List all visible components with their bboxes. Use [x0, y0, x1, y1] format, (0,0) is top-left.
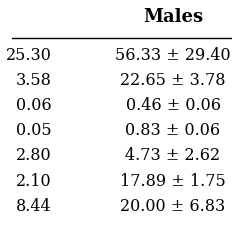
Text: 25.30: 25.30 — [6, 47, 52, 64]
Text: 56.33 ± 29.40: 56.33 ± 29.40 — [115, 47, 231, 64]
Text: 0.06: 0.06 — [16, 97, 52, 114]
Text: 2.10: 2.10 — [16, 173, 52, 190]
Text: 2.80: 2.80 — [16, 148, 52, 164]
Text: 0.83 ± 0.06: 0.83 ± 0.06 — [126, 122, 221, 139]
Text: 17.89 ± 1.75: 17.89 ± 1.75 — [120, 173, 226, 190]
Text: 3.58: 3.58 — [16, 72, 52, 89]
Text: Males: Males — [143, 8, 203, 26]
Text: 0.46 ± 0.06: 0.46 ± 0.06 — [126, 97, 221, 114]
Text: 20.00 ± 6.83: 20.00 ± 6.83 — [120, 198, 226, 215]
Text: 4.73 ± 2.62: 4.73 ± 2.62 — [126, 148, 221, 164]
Text: 0.05: 0.05 — [16, 122, 52, 139]
Text: 22.65 ± 3.78: 22.65 ± 3.78 — [120, 72, 226, 89]
Text: 8.44: 8.44 — [16, 198, 52, 215]
